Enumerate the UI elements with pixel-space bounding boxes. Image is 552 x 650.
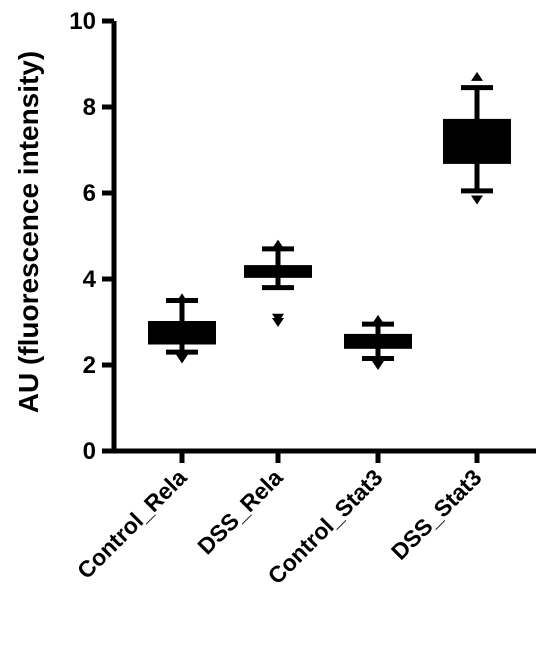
y-tick-label: 6 <box>83 180 96 207</box>
x-tick-label: DSS_Stat3 <box>386 464 487 565</box>
y-tick-label: 0 <box>83 438 96 465</box>
outlier-point <box>372 314 384 324</box>
outlier-point <box>471 195 483 205</box>
y-axis: 0 2 4 6 8 10 <box>69 8 117 465</box>
outlier-point <box>471 71 483 81</box>
outlier-point <box>176 354 188 364</box>
box-DSS_Rela <box>244 239 312 327</box>
box-Control_Stat3 <box>344 314 412 370</box>
x-axis: Control_Rela DSS_RelaControl_Stat3DSS_Sta… <box>72 448 536 589</box>
x-tick-label: DSS_Rela <box>192 464 287 559</box>
y-tick-label: 2 <box>83 352 96 379</box>
box-DSS_Stat3 <box>443 71 511 205</box>
outlier-point <box>272 239 284 249</box>
y-tick-label: 4 <box>83 266 97 293</box>
boxes <box>148 71 511 370</box>
x-tick-label: Control_Rela <box>72 464 192 584</box>
outlier-point <box>372 361 384 370</box>
y-axis-title: AU (fluorescence intensity) <box>13 51 44 414</box>
outlier-point <box>176 293 188 303</box>
outlier-point <box>272 313 284 323</box>
box-Control_Rela <box>148 293 216 364</box>
y-tick-label: 10 <box>69 8 96 35</box>
y-tick-label: 8 <box>83 94 96 121</box>
